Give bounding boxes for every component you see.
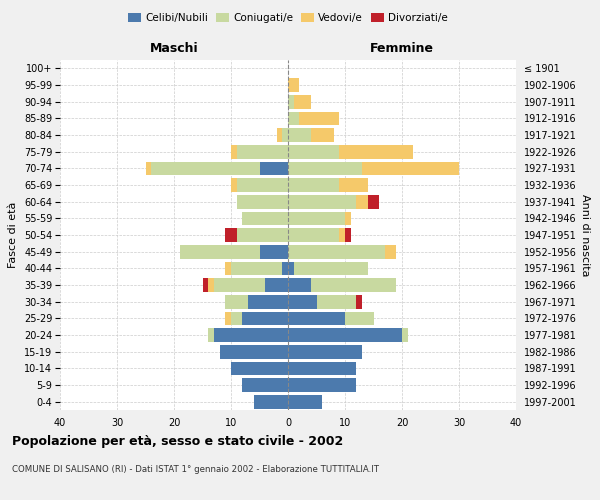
Bar — [231, 312, 242, 325]
Bar — [288, 95, 294, 108]
Bar — [236, 145, 288, 158]
Bar — [340, 145, 413, 158]
Bar — [231, 178, 236, 192]
Y-axis label: Anni di nascita: Anni di nascita — [580, 194, 590, 276]
Bar — [288, 78, 299, 92]
Text: Popolazione per età, sesso e stato civile - 2002: Popolazione per età, sesso e stato civil… — [12, 435, 343, 448]
Bar — [288, 178, 340, 192]
Bar — [362, 162, 459, 175]
Bar — [288, 128, 311, 142]
Bar — [288, 345, 362, 358]
Bar — [231, 262, 283, 275]
Bar — [236, 228, 288, 242]
Bar — [283, 262, 288, 275]
Bar — [242, 378, 288, 392]
Bar — [288, 312, 345, 325]
Text: Maschi: Maschi — [149, 42, 199, 55]
Bar — [283, 128, 288, 142]
Bar — [311, 278, 397, 292]
Bar — [242, 312, 288, 325]
Bar — [288, 145, 340, 158]
Bar — [288, 328, 402, 342]
Bar — [236, 195, 288, 208]
Bar — [288, 295, 317, 308]
Bar — [288, 228, 340, 242]
Bar — [288, 245, 385, 258]
Bar — [311, 128, 334, 142]
Bar — [288, 378, 356, 392]
Bar — [345, 212, 350, 225]
Bar — [345, 228, 350, 242]
Bar — [294, 262, 368, 275]
Bar — [294, 95, 311, 108]
Bar — [231, 362, 288, 375]
Bar — [214, 278, 265, 292]
Bar — [226, 228, 236, 242]
Legend: Celibi/Nubili, Coniugati/e, Vedovi/e, Divorziati/e: Celibi/Nubili, Coniugati/e, Vedovi/e, Di… — [124, 9, 452, 28]
Bar — [288, 112, 299, 125]
Text: Femmine: Femmine — [370, 42, 434, 55]
Bar — [345, 312, 373, 325]
Bar — [226, 262, 231, 275]
Bar — [242, 212, 288, 225]
Bar — [340, 228, 345, 242]
Bar — [299, 112, 340, 125]
Bar — [203, 278, 208, 292]
Bar — [254, 395, 288, 408]
Bar — [356, 295, 362, 308]
Bar — [368, 195, 379, 208]
Bar — [288, 362, 356, 375]
Bar — [248, 295, 288, 308]
Bar — [277, 128, 283, 142]
Bar — [208, 328, 214, 342]
Bar — [317, 295, 356, 308]
Bar — [236, 178, 288, 192]
Bar — [288, 162, 362, 175]
Bar — [340, 178, 368, 192]
Text: COMUNE DI SALISANO (RI) - Dati ISTAT 1° gennaio 2002 - Elaborazione TUTTITALIA.I: COMUNE DI SALISANO (RI) - Dati ISTAT 1° … — [12, 465, 379, 474]
Bar — [231, 145, 236, 158]
Bar — [260, 162, 288, 175]
Bar — [220, 345, 288, 358]
Y-axis label: Fasce di età: Fasce di età — [8, 202, 19, 268]
Bar — [288, 395, 322, 408]
Bar — [288, 262, 294, 275]
Bar — [214, 328, 288, 342]
Bar — [265, 278, 288, 292]
Bar — [288, 195, 356, 208]
Bar — [402, 328, 408, 342]
Bar — [180, 245, 260, 258]
Bar — [356, 195, 368, 208]
Bar — [226, 312, 231, 325]
Bar — [146, 162, 151, 175]
Bar — [288, 212, 345, 225]
Bar — [260, 245, 288, 258]
Bar — [385, 245, 396, 258]
Bar — [226, 295, 248, 308]
Bar — [208, 278, 214, 292]
Bar — [288, 278, 311, 292]
Bar — [151, 162, 260, 175]
